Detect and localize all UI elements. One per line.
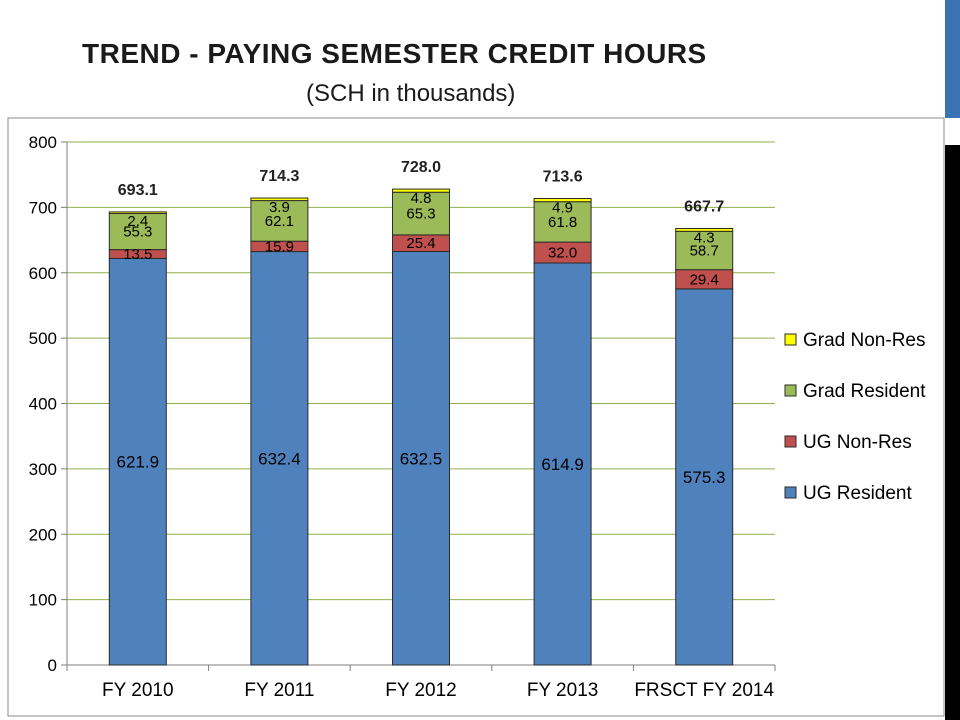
x-tick-label: FRSCT FY 2014 <box>634 680 774 701</box>
y-tick-label: 500 <box>29 329 57 348</box>
x-tick-label: FY 2010 <box>102 680 173 701</box>
data-label: 25.4 <box>406 235 435 252</box>
accent-bar-blue <box>945 0 960 118</box>
data-label: 32.0 <box>548 245 577 262</box>
data-label: 13.5 <box>123 246 152 263</box>
x-tick-label: FY 2012 <box>385 680 456 701</box>
bar-segment <box>250 200 309 242</box>
y-tick-label: 600 <box>29 264 57 283</box>
bar-segment <box>108 257 167 666</box>
data-label: 632.5 <box>400 449 443 468</box>
bar-segment <box>108 211 167 214</box>
bar-segment <box>392 251 450 666</box>
bar-segment <box>533 262 592 666</box>
y-tick-label: 800 <box>29 133 57 152</box>
legend-swatch <box>784 435 797 448</box>
bar-segment <box>250 197 309 202</box>
y-tick-label: 100 <box>29 591 57 610</box>
data-label: 62.1 <box>265 213 294 230</box>
legend-label: Grad Resident <box>803 381 926 402</box>
data-label: 61.8 <box>548 214 577 231</box>
bar-segment <box>533 201 592 243</box>
total-label: 714.3 <box>259 168 299 185</box>
data-label: 621.9 <box>117 453 160 472</box>
legend-swatch <box>784 384 797 397</box>
legend-label: UG Non-Res <box>803 432 912 453</box>
axes: 0 100 200 300 400 500 600 700 800 FY 2010 FY 2011 F… <box>29 133 776 701</box>
data-label: 29.4 <box>690 271 719 288</box>
legend-label: UG Resident <box>803 483 912 504</box>
total-label: 728.0 <box>401 159 441 176</box>
data-label: 4.8 <box>411 190 432 207</box>
bar-segment <box>392 188 450 193</box>
slide-title: TREND - PAYING SEMESTER CREDIT HOURS <box>82 38 707 69</box>
y-tick-label: 400 <box>29 395 57 414</box>
data-label: 55.3 <box>123 224 152 241</box>
data-labels: 621.9 13.5 55.32.4 693.1 632.4 15.9 62.13.9 714… <box>117 159 726 487</box>
bar-segment <box>392 191 450 236</box>
data-label: 575.3 <box>683 468 726 487</box>
bar-segment <box>675 227 734 232</box>
legend-swatch <box>784 333 797 346</box>
data-label: 4.9 <box>552 199 573 216</box>
data-label: 65.3 <box>406 206 435 223</box>
legend: Grad Non-Res Grad Resident UG Non-Res UG Re… <box>784 330 926 504</box>
y-tick-label: 0 <box>48 656 57 675</box>
data-label: 4.3 <box>694 229 715 246</box>
y-tick-label: 200 <box>29 525 57 544</box>
bar-segment <box>675 288 734 666</box>
data-label: 614.9 <box>541 455 584 474</box>
data-label: 632.4 <box>258 449 301 468</box>
bar-segment <box>108 212 167 251</box>
data-label: 2.4 <box>127 213 148 230</box>
legend-label: Grad Non-Res <box>803 330 926 351</box>
data-label: 58.7 <box>690 242 719 259</box>
total-label: 713.6 <box>543 168 583 185</box>
bar-segment <box>533 197 592 203</box>
bars <box>108 188 734 666</box>
total-label: 667.7 <box>684 198 724 215</box>
accent-bar-black <box>945 145 960 720</box>
bar-segment <box>250 251 309 666</box>
y-tick-label: 700 <box>29 198 57 217</box>
slide-subtitle: (SCH in thousands) <box>306 80 516 107</box>
total-label: 693.1 <box>118 182 158 199</box>
x-tick-label: FY 2013 <box>527 680 598 701</box>
data-label: 3.9 <box>269 199 290 216</box>
data-label: 15.9 <box>265 238 294 255</box>
x-tick-label: FY 2011 <box>244 680 314 701</box>
legend-swatch <box>784 486 797 499</box>
y-tick-label: 300 <box>29 460 57 479</box>
